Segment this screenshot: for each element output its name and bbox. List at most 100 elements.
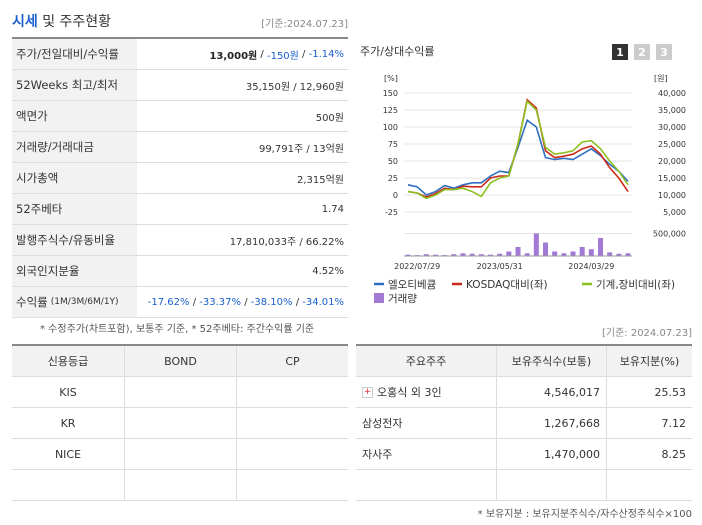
cell <box>606 470 692 501</box>
cell: KIS <box>12 377 124 408</box>
cell: 자사주 <box>356 439 496 470</box>
tab-label[interactable]: 2 <box>638 46 646 59</box>
cell <box>236 470 348 501</box>
value-part: 13,000원 <box>209 50 258 62</box>
row-label: 액면가 <box>12 101 137 132</box>
cell-text: 1,267,668 <box>544 416 600 430</box>
tab-button[interactable] <box>612 44 628 60</box>
volume-bar <box>598 238 603 256</box>
cell <box>124 408 236 439</box>
value-part: -1.14% <box>308 48 344 60</box>
label-text: 52Weeks 최고/최저 <box>16 78 118 92</box>
row-label: 52Weeks 최고/최저 <box>12 70 137 101</box>
volume-bar <box>570 251 576 256</box>
y-tick-label: 50 <box>388 157 398 166</box>
header-cell: 신용등급 <box>12 346 124 377</box>
cell-text: 주요주주 <box>405 355 447 368</box>
row-label: 발행주식수/유동비율 <box>12 225 137 256</box>
value-part: / <box>298 48 309 60</box>
title-rest: 및 주주현황 <box>37 14 112 30</box>
cell <box>236 439 348 470</box>
value-part: -34.01% <box>302 296 344 308</box>
value-part: 99,791주 / 13억원 <box>258 143 344 155</box>
volume-bar <box>451 254 457 256</box>
cell-text: NICE <box>54 447 82 461</box>
cell-text: CP <box>285 354 300 368</box>
y-tick-label: 75 <box>388 140 398 149</box>
tab-button[interactable] <box>634 44 650 60</box>
line-series <box>407 99 629 200</box>
y2-tick-label: 35,000 <box>658 106 686 115</box>
row-value: 4.52% <box>137 256 348 287</box>
volume-bar <box>561 253 567 256</box>
cell-text: KR <box>60 416 76 430</box>
note: * 보유지분 : 보유지분주식수/자수산정주식수×100 <box>477 509 692 520</box>
cell <box>496 470 606 501</box>
cell: 1,267,668 <box>496 408 606 439</box>
header-cell: 주요주주 <box>356 346 496 377</box>
chart-title: 주가/상대수익률 <box>360 45 435 58</box>
value-part: -38.10% <box>250 296 293 308</box>
volume-bar <box>616 253 622 256</box>
y2-tick-label: 10,000 <box>658 191 686 200</box>
cell-text: 오홍식 외 3인 <box>377 386 442 399</box>
tab-label[interactable]: 3 <box>660 46 668 59</box>
x-tick-label: 2024/03/29 <box>568 262 614 271</box>
chart: 주가/상대수익률 1 2 3 [%] [원] 150 125 100 75 50 25 0 -25 40,0… <box>360 44 686 305</box>
row-value: 500원 <box>137 101 348 132</box>
cell: NICE <box>12 439 124 470</box>
volume-bar <box>533 233 539 256</box>
volume-bar <box>497 253 503 256</box>
tab-button[interactable] <box>656 44 672 60</box>
label-text: 시가총액 <box>16 171 59 185</box>
x-tick-label: 2022/07/29 <box>394 262 440 271</box>
volume-bar <box>488 254 493 256</box>
title-main: 시세 <box>12 14 38 30</box>
row-value: 2,315억원 <box>137 163 348 194</box>
value-part: -33.37% <box>199 296 242 308</box>
legend-label: 엘오티베큠 <box>388 278 437 291</box>
cell-text: 7.12 <box>661 416 687 430</box>
row-label: 거래량/거래대금 <box>12 132 137 163</box>
legend-label: 기계,장비대비(좌) <box>596 279 675 291</box>
label-text: 발행주식수/유동비율 <box>16 233 116 247</box>
label-text: 52주베타 <box>16 202 63 216</box>
value-part: / <box>257 48 267 60</box>
volume-bar <box>469 253 475 256</box>
volume-bar <box>607 252 613 256</box>
volume-bar <box>478 254 484 256</box>
date: [기준: 2024.07.23] <box>601 328 692 339</box>
legend-swatch <box>374 293 384 303</box>
y-tick-label: 0 <box>393 191 398 200</box>
volume-bar <box>543 242 548 256</box>
row-label: 시가총액 <box>12 163 137 194</box>
volume-bar <box>433 254 438 256</box>
value-part: 500원 <box>315 112 344 124</box>
section-title: 시세 및 주주현황 <box>12 11 111 31</box>
value-part: 17,810,033주 / 66.22% <box>229 236 344 248</box>
cell-text: KIS <box>59 385 77 399</box>
expand-icon[interactable]: + <box>362 386 373 398</box>
header-cell: CP <box>236 346 348 377</box>
cell-text: 4,546,017 <box>544 385 600 399</box>
cell <box>124 439 236 470</box>
row-label: 52주베타 <box>12 194 137 225</box>
value-part: -150원 <box>266 50 299 62</box>
label-text: 주가/전일대비/수익률 <box>16 47 119 61</box>
header-cell: 보유지분(%) <box>606 346 692 377</box>
cell <box>356 470 496 501</box>
y2-tick-label: 20,000 <box>658 157 686 166</box>
y2-tick-label: 30,000 <box>658 123 686 132</box>
volume-bar <box>460 253 466 256</box>
value-part: / <box>241 296 251 308</box>
y-tick-label: -25 <box>385 208 398 217</box>
credit-table: 신용등급 BOND CP KIS KR NICE <box>12 344 348 502</box>
value-part: -17.62% <box>147 296 190 308</box>
y-tick-label: 150 <box>383 89 398 98</box>
value-part: 1.74 <box>321 203 344 215</box>
volume-bar <box>579 247 585 256</box>
cell-text: 25.53 <box>654 385 687 399</box>
line-series <box>407 118 629 196</box>
y2-tick-label: 40,000 <box>658 89 686 98</box>
tab-label[interactable]: 1 <box>616 46 624 59</box>
